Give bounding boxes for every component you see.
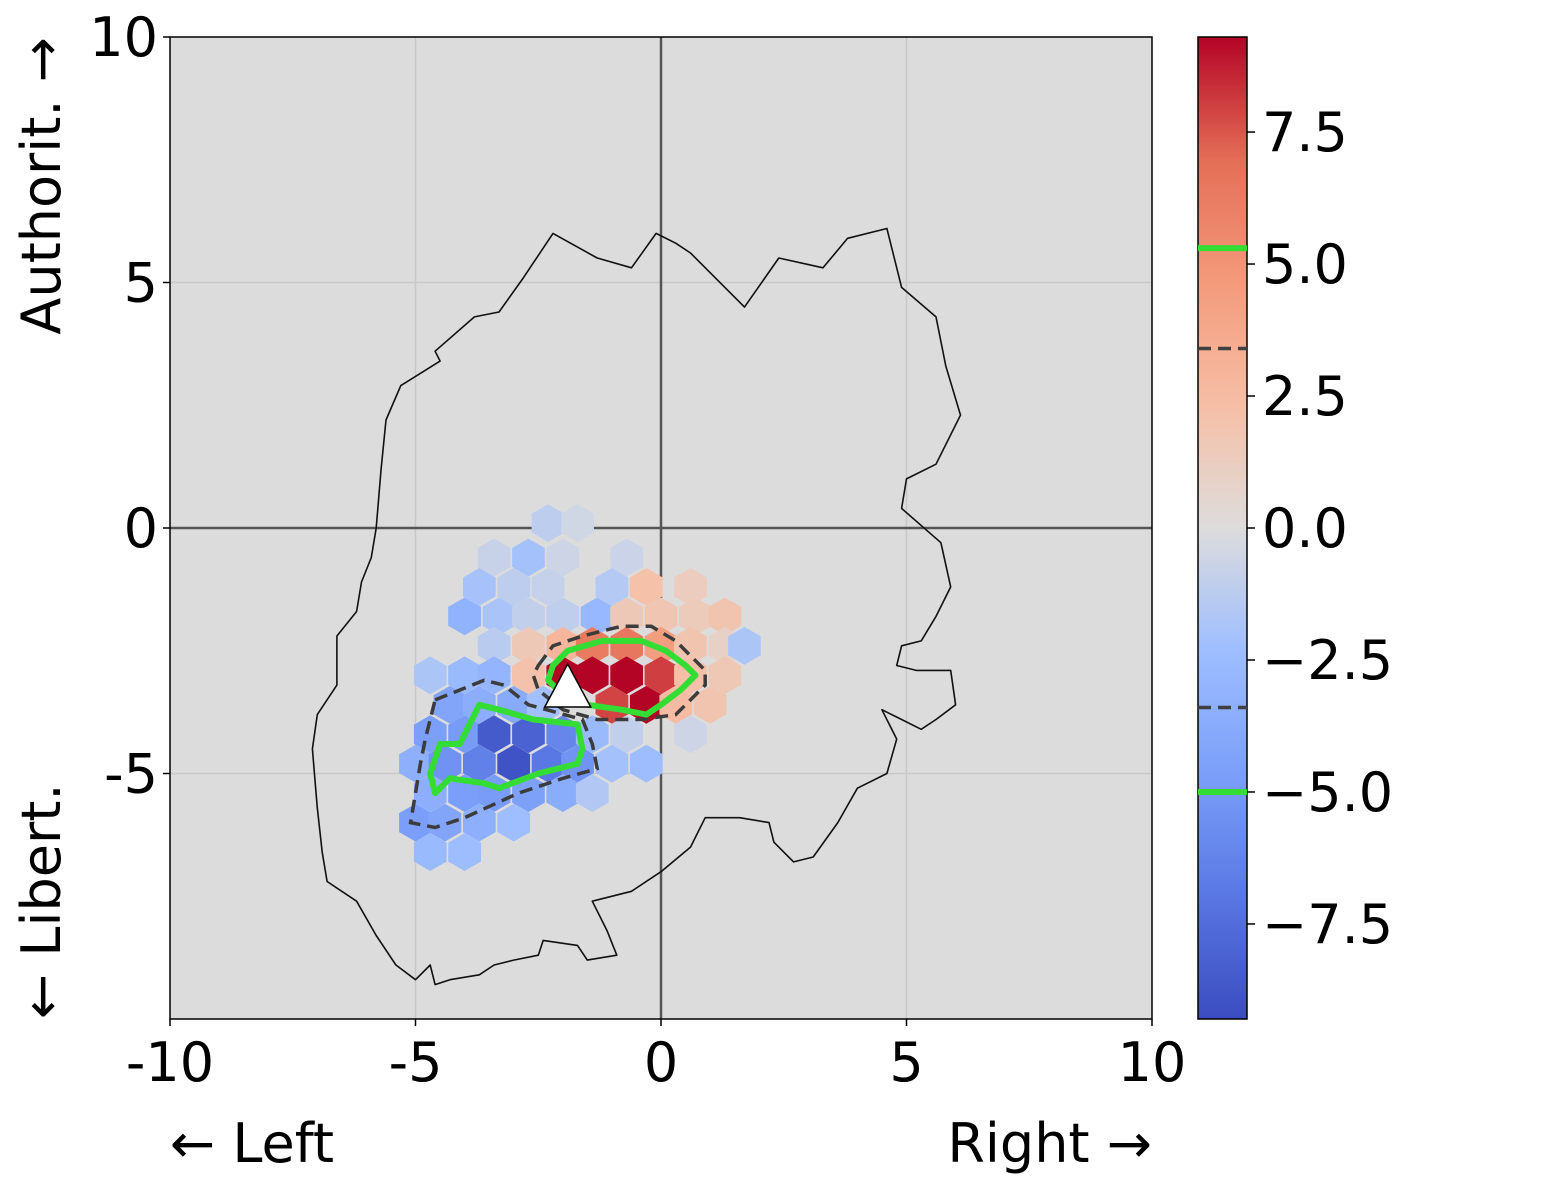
hexbin-cell — [546, 774, 580, 812]
hexbin-cell — [708, 656, 742, 695]
hexbin-cell — [728, 626, 761, 665]
zero-axis-lines — [170, 37, 1152, 1019]
hexbin-cell — [497, 568, 531, 606]
hexbin-cell — [531, 504, 565, 542]
y-label-bottom: ← Libert. — [10, 783, 73, 1019]
hexbin-cell — [463, 744, 496, 783]
x-tick-label: -10 — [126, 1031, 214, 1094]
x-axis-ticks: -10 -5 0 5 10 — [126, 1019, 1186, 1094]
colorbar-tick-label: 7.5 — [1262, 101, 1348, 164]
hexbin-cell — [531, 568, 565, 606]
hexbin-cell — [413, 833, 447, 871]
x-label-left: ← Left — [170, 1112, 334, 1175]
y-tick-label: 5 — [124, 252, 158, 315]
y-label-top: Authorit. → — [10, 37, 73, 335]
y-tick-label: -5 — [104, 743, 158, 806]
marker-triangle — [543, 662, 592, 708]
positive-dashed-contour — [531, 624, 707, 722]
hexbin-cell — [546, 597, 580, 636]
y-axis-ticks: 10 5 0 -5 — [89, 6, 170, 806]
colorbar-gradient — [1197, 36, 1248, 1020]
hexbin-cell — [428, 803, 462, 842]
hexbin-cell — [575, 774, 609, 812]
colorbar-contour-levels — [1198, 245, 1247, 795]
hexbin-cells — [399, 504, 761, 871]
hexbin-cell — [644, 656, 678, 695]
hexbin-cell — [561, 504, 594, 542]
hexbin-cell — [497, 803, 531, 842]
hexbin-cell — [463, 568, 496, 606]
marker-layer — [543, 662, 592, 708]
hexbin-cell — [595, 744, 629, 783]
hexbin-cell — [679, 597, 712, 636]
hexbin-cell — [512, 774, 545, 812]
hexbin-cell — [610, 715, 643, 754]
hexbin-cell — [448, 833, 481, 871]
colorbar-tick-label: 5.0 — [1262, 233, 1348, 296]
colorbar-tick-label: 2.5 — [1262, 365, 1348, 428]
hexbin-cell — [674, 568, 707, 606]
x-tick-label: 5 — [889, 1031, 923, 1094]
hexbin-cell — [595, 568, 629, 606]
hexbin-cell — [399, 744, 432, 783]
colorbar-tick-label: 0.0 — [1262, 497, 1348, 560]
hexbin-cell — [512, 538, 545, 577]
hexbin-cell — [512, 626, 545, 665]
hexbin-cell — [482, 597, 516, 636]
colorbar-tick-label: −7.5 — [1262, 893, 1393, 956]
x-tick-label: 10 — [1118, 1031, 1187, 1094]
hexbin-cell — [512, 597, 545, 636]
density-outline — [311, 227, 962, 986]
hexbin-cell — [413, 656, 447, 695]
hexbin-cell — [477, 715, 511, 754]
hexbin-cell — [477, 626, 511, 665]
x-label-right: Right → — [947, 1112, 1152, 1175]
hexbin-cell — [512, 715, 545, 754]
hexbin-cell — [413, 774, 447, 812]
hexbin-cell — [610, 656, 643, 695]
hexbin-cell — [693, 685, 727, 724]
hexbin-cell — [708, 597, 742, 636]
hexbin-cell — [448, 597, 481, 636]
x-tick-label: -5 — [389, 1031, 443, 1094]
colorbar-ticks: 7.5 5.0 2.5 0.0 −2.5 −5.0 −7.5 — [1247, 101, 1393, 956]
hexbin-cell — [497, 744, 531, 783]
colorbar-tick-label: −2.5 — [1262, 629, 1393, 692]
hexbin-cell — [610, 626, 643, 665]
hexbin-cell — [546, 626, 580, 665]
negative-dashed-contour — [408, 678, 600, 830]
hexbin-cell — [674, 715, 707, 754]
hexbin-cell — [575, 656, 609, 695]
hexbin-cell — [674, 626, 707, 665]
colorbar: 7.5 5.0 2.5 0.0 −2.5 −5.0 −7.5 — [1197, 36, 1393, 1020]
negative-solid-contour — [427, 701, 586, 797]
hexbin-cell — [433, 685, 467, 724]
hexbin-cell — [546, 538, 580, 577]
hexbin-cell — [610, 538, 643, 577]
hexbin-cell — [629, 568, 663, 606]
hexbin-cell — [629, 744, 663, 783]
y-tick-label: 10 — [89, 6, 158, 69]
x-tick-label: 0 — [644, 1031, 678, 1094]
colorbar-tick-label: −5.0 — [1262, 761, 1393, 824]
hexbin-cell — [595, 685, 629, 724]
y-tick-label: 0 — [124, 497, 158, 560]
hexbin-cell — [580, 597, 614, 636]
hexbin-cell — [477, 538, 511, 577]
